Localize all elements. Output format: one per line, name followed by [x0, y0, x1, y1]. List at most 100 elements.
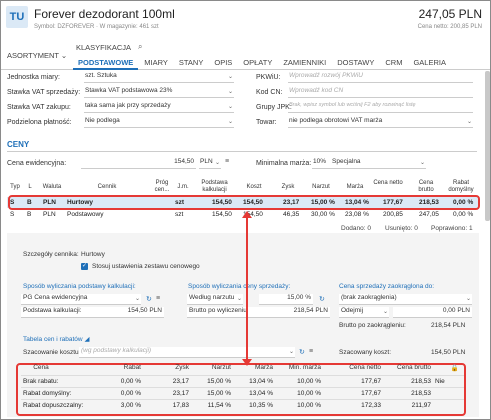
chevron-down-icon: ⌄: [465, 296, 471, 302]
col-narzut: Narzut: [312, 184, 330, 190]
cell: B: [27, 199, 32, 206]
dcol-zysk: Zysk: [175, 364, 189, 371]
szac-kosztu-select[interactable]: (wg podstawy kalkulacji) ⌄: [79, 347, 295, 358]
cell: 154,50: [212, 199, 232, 206]
chevron-down-icon: ⌄: [227, 104, 233, 110]
jm-select[interactable]: szt. Sztuka ⌄: [84, 72, 234, 83]
menu-icon[interactable]: ≡: [225, 158, 230, 165]
cell: B: [27, 211, 32, 218]
szac-koszt-value: 154,50 PLN: [431, 349, 466, 356]
cell: 11,54 %: [207, 402, 231, 409]
footer-usunieto: Usunięto: 0: [385, 225, 418, 232]
cell: 13,04 %: [345, 199, 369, 206]
tab-miary[interactable]: MIARY: [144, 58, 168, 67]
tab-dostawy[interactable]: DOSTAWY: [337, 58, 375, 67]
towar-select[interactable]: nie podlega obrotowi VAT marża ⌄: [288, 117, 473, 128]
chevron-down-icon: ⌄: [214, 160, 220, 166]
pkwiu-input[interactable]: Wprowadź rozwój PKWiU: [288, 72, 473, 83]
chevron-down-icon: ⌄: [419, 160, 425, 166]
cell: Brak rabatu:: [23, 378, 59, 385]
cena-ew-currency[interactable]: PLN ⌄: [199, 158, 221, 169]
tab-stany[interactable]: STANY: [178, 58, 204, 67]
refresh-icon[interactable]: ↻: [146, 296, 152, 303]
narzut-input[interactable]: 15,00 %: [259, 294, 313, 305]
col-typ: Typ: [10, 184, 20, 190]
cell: Nie: [435, 378, 445, 385]
tab-galeria[interactable]: GALERIA: [413, 58, 446, 67]
discount-row[interactable]: Brak rabatu: 0,00 % 23,17 15,00 % 13,04 …: [21, 375, 464, 386]
tab-klasyfikacja[interactable]: KLASYFIKACJA: [76, 43, 132, 52]
jpk-input[interactable]: Brak, wpisz symbol lub wciśnij F2 aby ro…: [288, 102, 473, 113]
refresh-icon[interactable]: ↻: [319, 296, 325, 303]
odejmij-value[interactable]: 0,00 PLN: [393, 307, 472, 318]
menu-icon[interactable]: ≡: [309, 348, 314, 355]
price-row[interactable]: S B PLN Hurtowy szt 154,50 154,50 23,17 …: [7, 197, 479, 208]
col-l: L: [28, 184, 32, 190]
lock-icon[interactable]: 🔒: [450, 365, 459, 372]
discount-row[interactable]: Rabat domyślny: 0,00 % 23,17 15,00 % 13,…: [21, 387, 464, 398]
podz-select[interactable]: Nie podlega ⌄: [84, 117, 234, 128]
kodcn-input[interactable]: Wprowadź kod CN: [288, 87, 473, 98]
chevron-down-icon: ⌄: [60, 51, 68, 60]
min-marza-type[interactable]: Specjalna ⌄: [331, 158, 426, 169]
col-koszt: Koszt: [246, 184, 262, 190]
menu-icon[interactable]: ≡: [156, 295, 161, 302]
cell: 10,00 %: [297, 378, 321, 385]
cena-ew-label: Cena ewidencyjna:: [7, 160, 67, 167]
min-marza-input[interactable]: 10%: [312, 158, 340, 169]
product-title: Forever dezodorant 100ml: [34, 7, 175, 21]
cell: 30,00 %: [311, 211, 335, 218]
dcol-narzut: Narzut: [211, 364, 231, 371]
cena-ew-input[interactable]: 154,50: [81, 158, 196, 169]
chevron-down-icon: ⌄: [288, 349, 294, 355]
vat-sprz-select[interactable]: Stawka VAT podstawowa 23% ⌄: [84, 87, 234, 98]
dcol-rabat: Rabat: [123, 364, 141, 371]
asortyment-menu[interactable]: ASORTYMENT ⌄: [7, 51, 68, 60]
col-rabat: Rabat domyślny: [448, 180, 474, 193]
cell: Hurtowy: [67, 199, 93, 206]
stosuj-label: Stosuj ustawienia zestawu cenowego: [92, 263, 200, 270]
cell: 10,00 %: [297, 402, 321, 409]
attachment-icon[interactable]: ⌕: [138, 42, 143, 51]
odejmij-select[interactable]: Odejmij ⌄: [339, 307, 389, 318]
sposob-kalk-select[interactable]: PG Cena ewidencyjna ⌄: [21, 294, 141, 305]
tab-zamienniki[interactable]: ZAMIENNIKI: [283, 58, 327, 67]
cell: S: [10, 199, 15, 206]
zaokr-select[interactable]: (brak zaokrąglenia) ⌄: [339, 294, 472, 305]
col-prog: Próg cen...: [154, 180, 170, 193]
product-net-price: Cena netto: 200,85 PLN: [417, 24, 482, 30]
cell: 15,00 %: [311, 199, 335, 206]
cell: szt: [175, 211, 184, 218]
refresh-icon[interactable]: ↻: [299, 349, 305, 356]
price-row[interactable]: S B PLN Podstawowy szt 154,50 154,50 46,…: [7, 209, 479, 220]
szac-koszt-label: Szacowany koszt:: [339, 349, 392, 356]
vat-zak-select[interactable]: taka sama jak przy sprzedaży ⌄: [84, 102, 234, 113]
col-jm: J.m.: [177, 184, 189, 190]
tab-crm[interactable]: CRM: [385, 58, 403, 67]
divider: [7, 151, 477, 152]
vat-sprz-label: Stawka VAT sprzedaży:: [7, 89, 81, 96]
tab-oplaty[interactable]: OPŁATY: [243, 58, 273, 67]
tab-opis[interactable]: OPIS: [214, 58, 233, 67]
product-price: 247,05 PLN: [418, 7, 482, 21]
kodcn-label: Kod CN:: [256, 89, 283, 96]
tabela-link[interactable]: Tabela cen i rabatów ◢: [23, 336, 90, 343]
sposob-ceny-label: Sposób wyliczania ceny sprzedaży:: [188, 283, 291, 290]
dcol-marza: Marża: [254, 364, 273, 371]
szczegoly-label: Szczegóły cennika:: [23, 251, 79, 258]
cell: 154,50: [243, 199, 263, 206]
wedlug-select[interactable]: Według narzutu ⌄: [187, 294, 243, 305]
cell: 172,33: [361, 402, 381, 409]
brutto-box: Brutto po wyliczeniu: 218,54 PLN: [187, 307, 330, 318]
vertical-scrollbar[interactable]: [485, 71, 490, 221]
checkbox-icon[interactable]: ✓: [81, 263, 88, 270]
cell: 23,17: [283, 199, 300, 206]
brutto-zaokr-value: 218,54 PLN: [431, 322, 466, 329]
footer-dodano: Dodano: 0: [341, 225, 372, 232]
ceny-section-title: CENY: [7, 140, 30, 149]
tab-podstawowe[interactable]: PODSTAWOWE: [73, 55, 139, 70]
col-marza: Marża: [346, 184, 364, 190]
cell: 0,00 %: [120, 378, 141, 385]
discount-row[interactable]: Rabat dopuszczalny: 3,00 % 17,83 11,54 %…: [21, 399, 464, 410]
